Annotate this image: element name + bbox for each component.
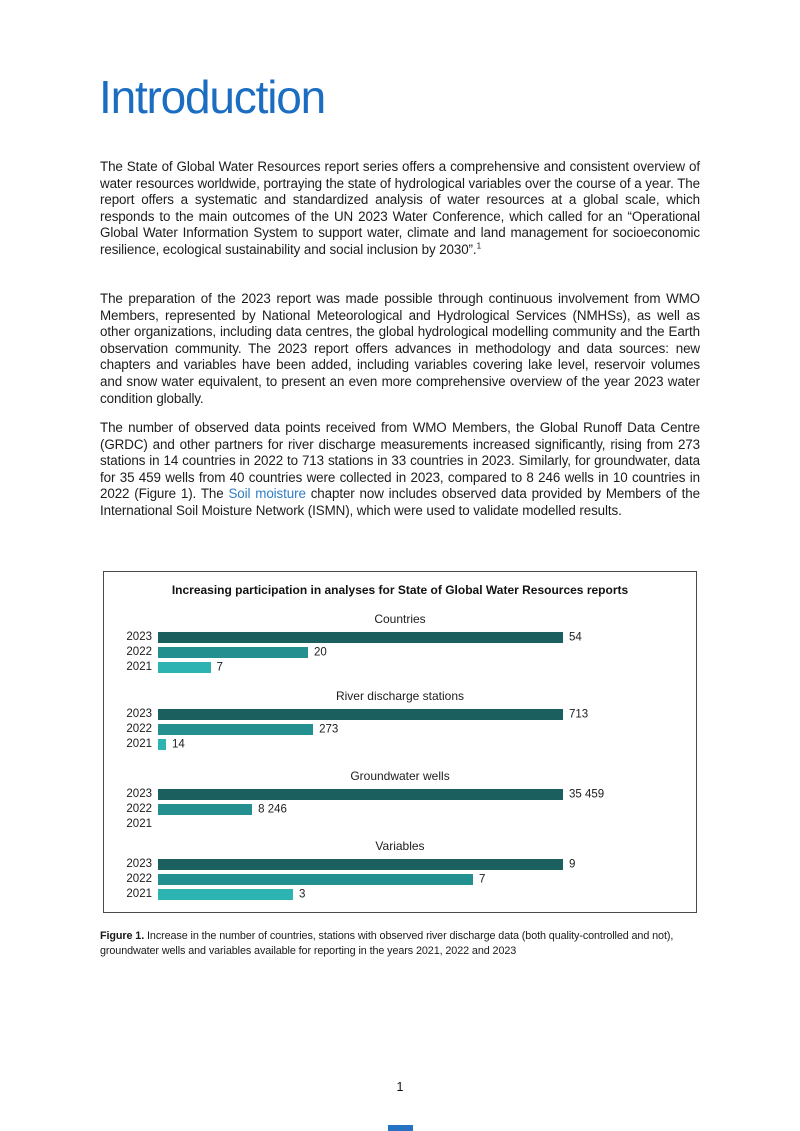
bar-track: 8 246: [158, 803, 563, 815]
bar-2022: [158, 804, 253, 815]
chart-group-title: River discharge stations: [335, 689, 465, 703]
bar-track: [158, 819, 563, 830]
year-label: 2021: [126, 738, 152, 750]
year-label: 2022: [126, 646, 152, 658]
chart-group-title: Groundwater wells: [350, 769, 450, 783]
chart-row: 2021 3: [104, 888, 696, 900]
figure-caption-text: Increase in the number of countries, sta…: [100, 930, 674, 957]
paragraph-2: The preparation of the 2023 report was m…: [100, 291, 700, 406]
value-label: 713: [569, 708, 589, 720]
chart-group: River discharge stations 2023 713 2022 273 20…: [104, 689, 696, 750]
chart-group: Groundwater wells 2023 35 459 2022 8 246 2021: [104, 769, 696, 830]
year-label: 2021: [126, 818, 152, 830]
figure-caption-label: Figure 1.: [100, 930, 145, 942]
bar-2022: [158, 874, 473, 885]
bar-2023: [158, 709, 563, 720]
bar-2021: [158, 739, 166, 750]
chart-group-title: Countries: [374, 612, 426, 626]
chart-row: 2023 54: [104, 631, 696, 643]
footnote-reference: 1: [476, 240, 482, 251]
value-label: 3: [298, 888, 306, 900]
chart-group-title: Variables: [375, 839, 425, 853]
chart-row: 2023 713: [104, 708, 696, 720]
paragraph-1-text: The State of Global Water Resources repo…: [100, 159, 700, 257]
chart-row: 2023 35 459: [104, 788, 696, 800]
bar-track: 273: [158, 723, 563, 735]
year-label: 2022: [126, 873, 152, 885]
value-label: 9: [569, 858, 576, 870]
page-title: Introduction: [99, 71, 326, 123]
chart-row: 2022 20: [104, 646, 696, 658]
bar-track: 14: [158, 738, 563, 750]
chart-row: 2023 9: [104, 858, 696, 870]
bar-2023: [158, 632, 563, 643]
bar-track: 7: [158, 873, 563, 885]
page-number: 1: [396, 1080, 404, 1094]
chart-group: Variables 2023 9 2022 7 2021 3: [104, 839, 696, 900]
bar-2023: [158, 789, 563, 800]
paragraph-1: The State of Global Water Resources repo…: [100, 159, 700, 259]
bar-track: 54: [158, 631, 582, 643]
bar-2022: [158, 647, 308, 658]
value-label: 7: [216, 661, 223, 673]
year-label: 2023: [126, 631, 152, 643]
bar-track: 9: [158, 858, 575, 870]
bar-2021: [158, 889, 293, 900]
paragraph-3-text-after: chapter now includes observed data provi…: [100, 486, 700, 518]
bar-track: 35 459: [158, 788, 604, 800]
figure-caption: Figure 1. Increase in the number of coun…: [100, 929, 704, 958]
value-label: 7: [479, 873, 486, 885]
value-label: 54: [569, 631, 582, 643]
year-label: 2023: [126, 858, 152, 870]
year-label: 2022: [126, 803, 152, 815]
paragraph-3-text-before: The number of observed data points recei…: [100, 420, 700, 502]
footer-marker: [388, 1125, 413, 1131]
chart-row: 2022 8 246: [104, 803, 696, 815]
bar-2022: [158, 724, 314, 735]
year-label: 2021: [126, 661, 152, 673]
year-label: 2023: [126, 708, 152, 720]
value-label: 273: [319, 723, 339, 735]
year-label: 2023: [126, 788, 152, 800]
soil-moisture-link[interactable]: Soil moisture: [228, 486, 306, 502]
figure-1-chart: Increasing participation in analyses for…: [103, 571, 697, 913]
value-label: 8 246: [258, 803, 287, 815]
chart-row: 2022 7: [104, 873, 696, 885]
value-label: 14: [171, 738, 185, 750]
bar-track: 20: [158, 646, 563, 658]
bar-track: 7: [158, 661, 563, 673]
value-label: 35 459: [569, 788, 605, 800]
chart-row: 2021 7: [104, 661, 696, 673]
chart-row: 2022 273: [104, 723, 696, 735]
chart-title: Increasing participation in analyses for…: [171, 583, 629, 597]
figure-groups: Countries 2023 54 2022 20 2021 7 River discharg…: [104, 612, 696, 900]
year-label: 2021: [126, 888, 152, 900]
chart-row: 2021 14: [104, 738, 696, 750]
bar-2023: [158, 859, 563, 870]
chart-row: 2021: [104, 818, 696, 830]
paragraph-3: The number of observed data points recei…: [100, 420, 700, 520]
bar-track: 3: [158, 888, 563, 900]
bar-track: 713: [158, 708, 588, 720]
year-label: 2022: [126, 723, 152, 735]
bar-2021: [158, 662, 211, 673]
value-label: 20: [314, 646, 327, 658]
chart-group: Countries 2023 54 2022 20 2021 7: [104, 612, 696, 673]
